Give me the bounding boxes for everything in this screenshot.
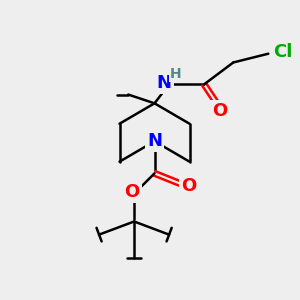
Text: N: N [156,74,171,92]
Text: N: N [147,132,162,150]
Text: O: O [181,178,196,196]
Text: O: O [213,103,228,121]
Text: H: H [170,67,181,81]
Text: O: O [124,183,140,201]
Text: Cl: Cl [274,43,293,61]
